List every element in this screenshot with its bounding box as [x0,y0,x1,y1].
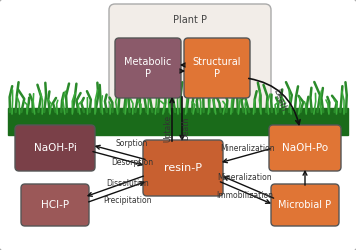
Text: Structural
P: Structural P [193,57,241,79]
FancyArrowPatch shape [181,63,185,67]
FancyBboxPatch shape [271,184,339,226]
FancyBboxPatch shape [184,38,250,98]
Text: Metabolic
P: Metabolic P [124,57,172,79]
Bar [8,108,348,135]
Text: Death: Death [272,88,288,112]
FancyArrowPatch shape [93,152,142,166]
FancyArrowPatch shape [249,78,300,124]
FancyArrowPatch shape [220,182,270,203]
Text: Uptake: Uptake [163,114,173,141]
FancyBboxPatch shape [115,38,181,98]
Text: Death: Death [182,116,190,140]
FancyBboxPatch shape [269,125,341,171]
Text: Mineralization: Mineralization [218,173,272,182]
Text: Microbial P: Microbial P [278,200,331,210]
FancyArrowPatch shape [170,99,174,141]
Text: HCl-P: HCl-P [41,200,69,210]
FancyArrowPatch shape [303,171,307,185]
FancyBboxPatch shape [109,4,271,114]
FancyBboxPatch shape [143,140,223,196]
FancyArrowPatch shape [223,149,270,163]
Text: Sorption: Sorption [116,139,148,148]
FancyArrowPatch shape [180,97,184,139]
FancyBboxPatch shape [21,184,89,226]
Text: Precipitation: Precipitation [104,196,152,205]
Text: Dissolution: Dissolution [107,179,150,188]
FancyBboxPatch shape [15,125,95,171]
FancyArrowPatch shape [224,177,274,198]
Text: Mineralization: Mineralization [221,144,275,153]
Text: NaOH-Pi: NaOH-Pi [33,143,77,153]
FancyArrowPatch shape [88,176,143,196]
Text: Immobilization: Immobilization [216,191,273,200]
Text: resin-P: resin-P [164,163,202,173]
Text: NaOH-Po: NaOH-Po [282,143,328,153]
FancyArrowPatch shape [96,145,145,160]
Text: Plant P: Plant P [173,15,207,25]
Text: Desorption: Desorption [111,158,153,167]
FancyArrowPatch shape [180,69,184,73]
FancyArrowPatch shape [89,182,144,202]
